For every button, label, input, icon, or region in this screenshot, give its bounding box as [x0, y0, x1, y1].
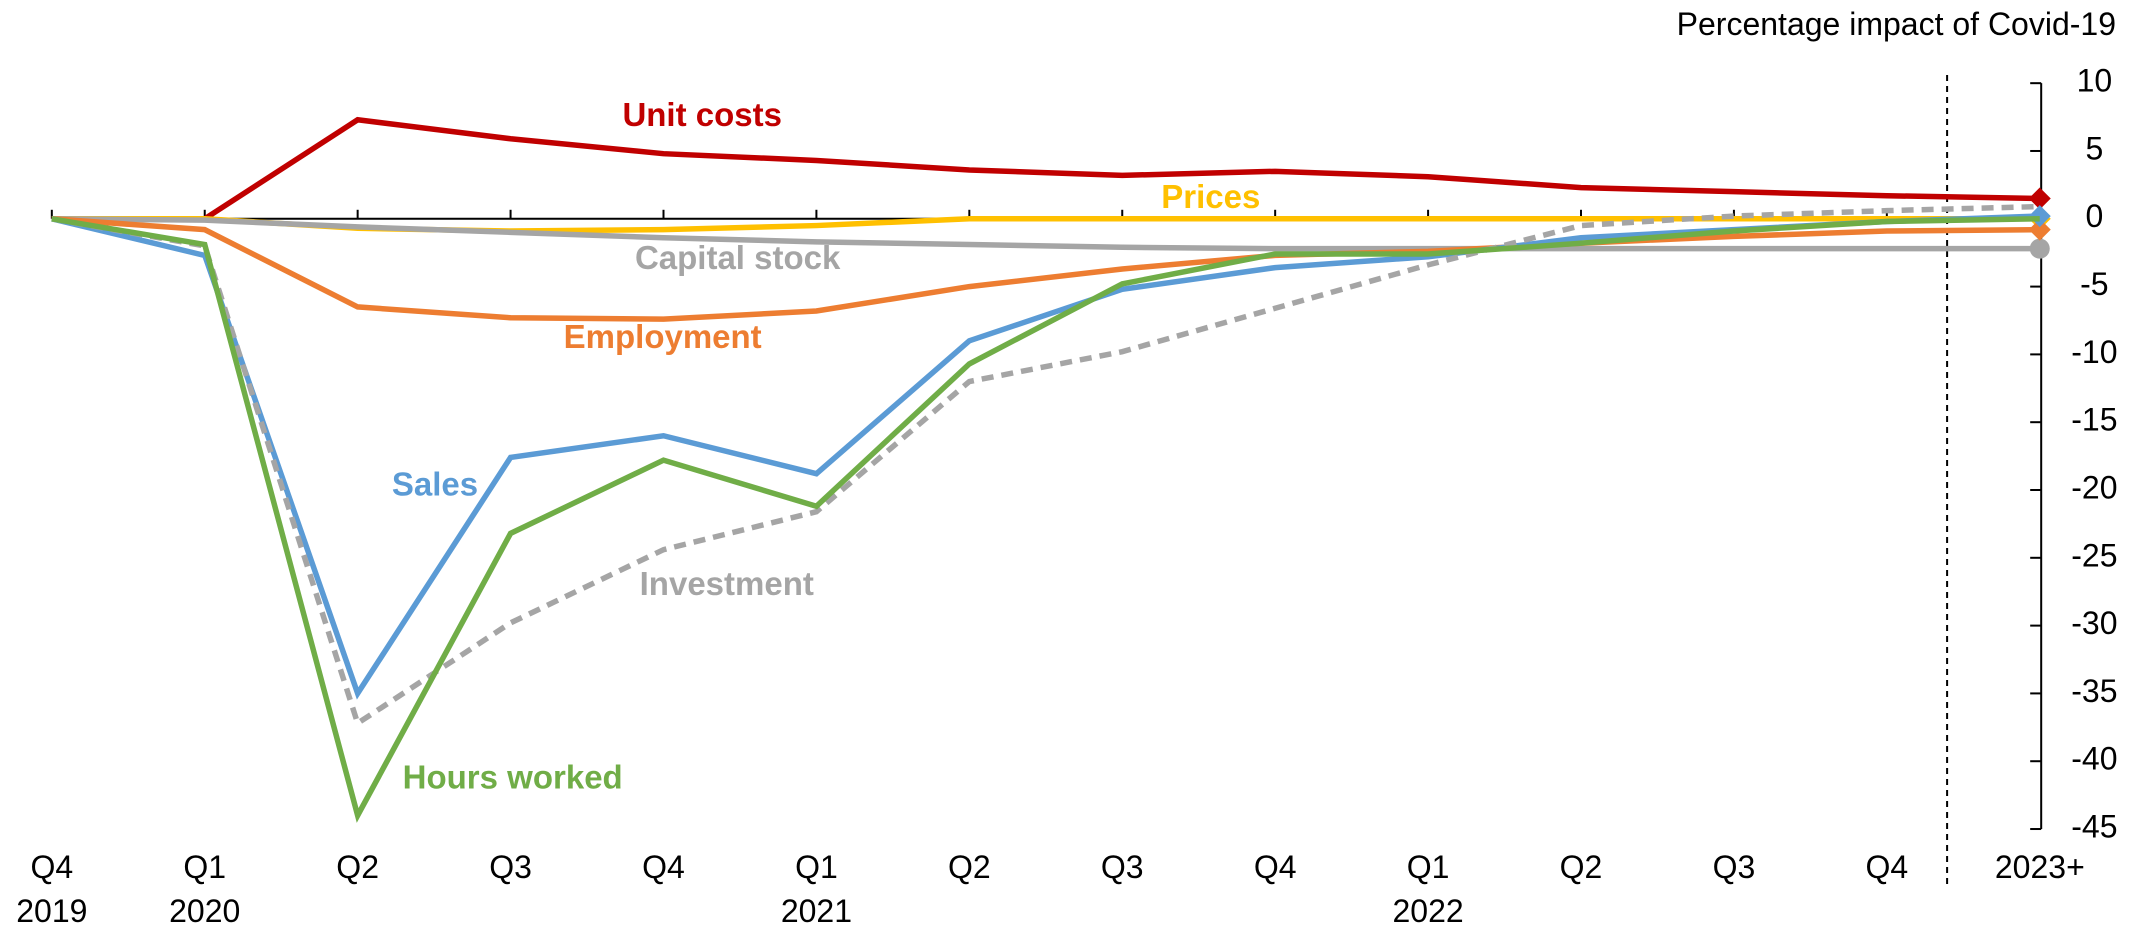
y-tick-label: -10	[2071, 334, 2117, 370]
x-tick-label: Q4	[1865, 849, 1909, 886]
y-tick-label: -5	[2080, 266, 2108, 302]
x-tick-label: Q3	[489, 849, 532, 886]
series-label: Employment	[564, 318, 762, 355]
x-tick-label: Q3	[1712, 849, 1756, 886]
x-tick-label: Q3	[1100, 849, 1144, 886]
end-marker	[2028, 187, 2051, 210]
series-label: Sales	[392, 465, 478, 502]
series-line	[51, 216, 2040, 823]
end-marker	[2029, 238, 2050, 259]
y-tick-label: -25	[2071, 537, 2117, 573]
x-tick-label: Q1 2020	[169, 849, 241, 930]
x-tick-label: Q4	[642, 849, 685, 886]
series-line	[51, 216, 2040, 252]
series-line	[51, 213, 2040, 700]
y-tick-label: -45	[2071, 808, 2117, 844]
series-line	[51, 203, 2040, 728]
y-tick-label: -15	[2071, 402, 2117, 438]
x-tick-label: Q4 2019	[16, 849, 88, 930]
y-tick-label: -40	[2071, 741, 2117, 777]
series-label: Unit costs	[622, 96, 782, 133]
x-tick-label: Q2	[1559, 849, 1603, 886]
chart-title: Percentage impact of Covid-19	[1676, 6, 2116, 42]
y-tick-label: 0	[2085, 198, 2103, 234]
x-tick-label: Q2	[947, 849, 991, 886]
series-label: Capital stock	[635, 239, 841, 276]
y-tick-label: 5	[2085, 130, 2103, 166]
series-label: Investment	[640, 565, 814, 602]
x-tick-label: Q2	[336, 849, 379, 886]
series-label: Prices	[1161, 178, 1260, 215]
series-line	[51, 116, 2040, 222]
x-tick-label: Q1 2022	[1392, 849, 1464, 930]
y-tick-label: -35	[2071, 673, 2117, 709]
series-line	[51, 216, 2040, 322]
y-tick-label: 10	[2077, 63, 2113, 99]
x-tick-label: Q4	[1253, 849, 1297, 886]
y-tick-label: -30	[2071, 605, 2117, 641]
end-marker	[2028, 218, 2051, 241]
series-label: Hours worked	[403, 759, 623, 796]
y-tick-label: -20	[2071, 469, 2117, 505]
x-tick-label: 2023+	[1994, 849, 2085, 886]
x-tick-label: Q1 2021	[780, 849, 852, 930]
